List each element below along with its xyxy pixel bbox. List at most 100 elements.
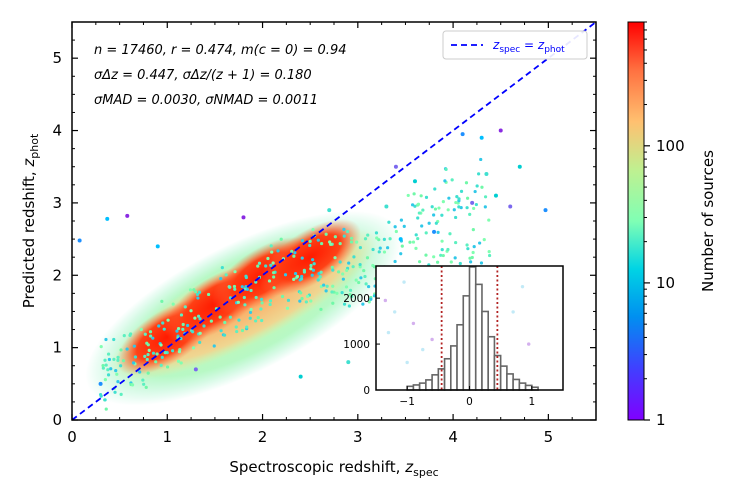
inset-x-tick-label: 0 (466, 396, 473, 408)
outlier-point (498, 128, 503, 133)
density-sprinkle-point (471, 228, 475, 232)
density-sprinkle-point (256, 315, 260, 320)
outlier-point (393, 164, 398, 169)
density-sprinkle-point (371, 247, 375, 252)
density-sprinkle-point (268, 299, 273, 303)
density-sprinkle-point (311, 227, 315, 232)
density-sprinkle-point (452, 208, 456, 212)
density-sprinkle-point (475, 184, 479, 188)
density-sprinkle-point (171, 349, 175, 353)
density-sprinkle-point (272, 286, 276, 290)
outlier-point (479, 135, 484, 140)
density-sprinkle-point (328, 240, 332, 244)
density-sprinkle-point (372, 265, 376, 269)
density-sprinkle-point (175, 329, 179, 333)
density-sprinkle-point (147, 348, 151, 352)
density-sprinkle-point (342, 302, 347, 306)
density-sprinkle-point (316, 238, 320, 242)
density-sprinkle-point (393, 259, 397, 264)
x-axis-title: Spectroscopic redshift, zspec (229, 458, 438, 479)
density-sprinkle-point (382, 250, 387, 254)
density-sprinkle-point (349, 240, 354, 244)
density-sprinkle-point (309, 299, 313, 303)
density-sprinkle-point (234, 325, 238, 329)
outlier-point (346, 360, 351, 365)
density-sprinkle-point (176, 359, 181, 363)
density-sprinkle-point (103, 378, 107, 382)
density-sprinkle-point (177, 350, 182, 354)
density-sprinkle-point (324, 232, 328, 236)
density-sprinkle-point (439, 253, 443, 257)
outlier-point (241, 215, 246, 220)
density-sprinkle-point (387, 220, 391, 224)
y-tick-label: 3 (52, 194, 62, 212)
density-sprinkle-point (245, 325, 249, 329)
density-sprinkle-point (138, 370, 142, 374)
density-sprinkle-point (224, 273, 228, 277)
colorbar-gradient (627, 21, 645, 421)
density-sprinkle-point (402, 224, 406, 228)
density-sprinkle-point (454, 215, 458, 220)
density-sprinkle-point (355, 240, 359, 244)
inset-bar (425, 379, 433, 391)
density-sprinkle-point (420, 224, 424, 228)
density-sprinkle-point (449, 260, 453, 264)
inset-background-point (402, 280, 406, 284)
colorbar-tick-label: 100 (656, 137, 685, 155)
inset-background-point (520, 284, 525, 289)
density-sprinkle-point (240, 285, 244, 289)
stats-line-2: σΔz = 0.447, σΔz/(z + 1) = 0.180 (94, 68, 312, 83)
density-sprinkle-point (162, 327, 166, 331)
density-sprinkle-point (337, 270, 341, 274)
density-sprinkle-point (243, 303, 247, 307)
density-sprinkle-point (257, 261, 262, 265)
density-sprinkle-point (357, 280, 361, 285)
density-sprinkle-point (444, 167, 448, 171)
density-sprinkle-point (268, 302, 272, 307)
density-sprinkle-point (146, 352, 150, 357)
density-sprinkle-point (378, 246, 382, 250)
density-sprinkle-point (466, 247, 470, 251)
density-sprinkle-point (358, 246, 362, 250)
density-sprinkle-point (464, 181, 469, 185)
density-sprinkle-point (348, 288, 353, 292)
density-sprinkle-point (160, 355, 164, 359)
density-sprinkle-point (171, 302, 175, 306)
density-sprinkle-point (285, 306, 290, 310)
y-tick-label: 0 (52, 411, 62, 429)
density-sprinkle-point (101, 366, 105, 370)
density-sprinkle-point (122, 334, 126, 338)
density-sprinkle-point (119, 348, 123, 352)
legend-box (442, 30, 588, 60)
density-sprinkle-point (232, 284, 237, 289)
density-sprinkle-point (417, 211, 421, 215)
density-sprinkle-point (487, 253, 492, 258)
density-sprinkle-point (361, 302, 365, 306)
density-sprinkle-point (107, 357, 112, 362)
density-sprinkle-point (342, 234, 346, 238)
density-sprinkle-point (299, 277, 304, 281)
density-sprinkle-point (400, 244, 404, 248)
density-sprinkle-point (474, 202, 478, 207)
density-sprinkle-point (416, 216, 420, 220)
density-sprinkle-point (104, 363, 108, 367)
density-sprinkle-point (99, 345, 103, 349)
y-tick-label: 5 (52, 49, 62, 67)
inset-background-point (511, 310, 515, 314)
inset-bar (412, 384, 421, 391)
density-sprinkle-point (459, 189, 464, 193)
density-sprinkle-point (145, 357, 149, 362)
density-sprinkle-point (450, 178, 454, 182)
density-sprinkle-point (235, 329, 239, 334)
density-sprinkle-point (441, 253, 445, 258)
y-tick-label: 1 (52, 339, 62, 357)
density-sprinkle-point (374, 231, 379, 235)
density-sprinkle-point (480, 185, 484, 189)
density-sprinkle-point (299, 291, 303, 295)
density-sprinkle-point (165, 365, 170, 369)
density-sprinkle-point (295, 274, 300, 279)
density-sprinkle-point (479, 261, 484, 265)
density-sprinkle-point (242, 295, 246, 300)
density-sprinkle-point (358, 262, 362, 267)
